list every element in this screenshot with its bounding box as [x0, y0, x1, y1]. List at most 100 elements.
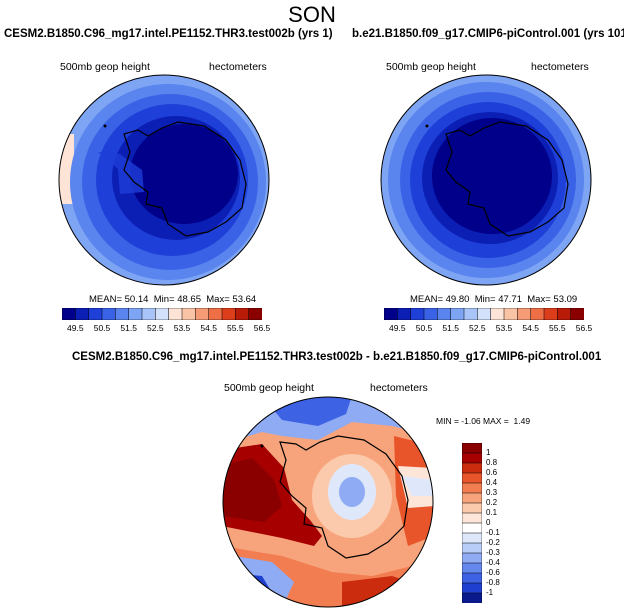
diff-panel-colorbar-swatch	[462, 443, 482, 454]
diff-panel-colorbar-swatch	[462, 592, 482, 603]
diff-panel-map-border	[222, 396, 434, 608]
diff-panel-colorbar-tick: 0.2	[486, 498, 498, 507]
diff-panel-colorbar-tick: -0.4	[486, 558, 500, 567]
diff-panel-colorbar-tick: -0.1	[486, 528, 500, 537]
panel-2-colorbar-swatch	[450, 308, 465, 320]
diff-panel-colorbar-tick: 0.1	[486, 508, 498, 517]
panel-2-colorbar-tick: 54.5	[522, 323, 539, 333]
panel-1-core	[130, 124, 238, 224]
panel-1-colorbar-swatch	[248, 308, 262, 320]
panel-2-colorbar-swatch	[463, 308, 478, 320]
diff-panel-colorbar-tick: 0.3	[486, 488, 498, 497]
panel-2-colorbar-swatch	[384, 308, 398, 320]
diff-panel-colorbar-swatch	[462, 472, 482, 484]
panel-1-colorbar	[62, 308, 262, 320]
panel-1-stats: MEAN= 50.14 Min= 48.65 Max= 53.64	[89, 294, 257, 305]
panel-1-colorbar-swatch	[141, 308, 156, 320]
diff-panel-variable-label: 500mb geop height	[224, 382, 314, 394]
panel-1-colorbar-tick: 49.5	[67, 323, 84, 333]
panel-1-colorbar-swatch	[221, 308, 236, 320]
diff-panel-colorbar-swatch	[462, 462, 482, 474]
diff-panel-colorbar-tick: -0.3	[486, 548, 500, 557]
diff-panel-map	[222, 396, 434, 608]
panel-1-colorbar-tick: 52.5	[147, 323, 164, 333]
panel-1-colorbar-swatch	[101, 308, 116, 320]
diff-panel-colorbar-swatch	[462, 512, 482, 524]
panel-2-colorbar-tick: 55.5	[549, 323, 566, 333]
diff-panel-stats: MIN = -1.06 MAX = 1.49	[436, 416, 531, 426]
panel-2-colorbar-swatch	[543, 308, 558, 320]
diff-panel-colorbar-swatch	[462, 492, 482, 504]
panel-2-colorbar-labels: 49.5 50.5 51.5 52.5 53.5 54.5 55.5 56.5	[384, 323, 592, 335]
diff-panel-colorbar-swatch	[462, 482, 482, 494]
panel-2-stats: MEAN= 49.80 Min= 47.71 Max= 53.09	[410, 294, 578, 305]
panel-2-colorbar-swatch	[397, 308, 412, 320]
panel-1-colorbar-swatch	[75, 308, 90, 320]
diff-panel-colorbar-swatch	[462, 452, 482, 464]
panel-2-colorbar	[384, 308, 584, 320]
diff-panel-colorbar-swatch	[462, 562, 482, 574]
panel-1-colorbar-swatch	[155, 308, 170, 320]
panel-1-colorbar-swatch	[181, 308, 196, 320]
panel-2-colorbar-swatch	[410, 308, 425, 320]
panel-2-colorbar-swatch	[423, 308, 438, 320]
panel-2-colorbar-tick: 49.5	[389, 323, 406, 333]
diff-panel-colorbar-tick: -0.6	[486, 568, 500, 577]
panel-2-coastline	[445, 121, 569, 237]
diff-panel-colorbar-swatch	[462, 522, 482, 534]
panel-1-colorbar-swatch	[88, 308, 103, 320]
diff-panel-colorbar-tick: -0.2	[486, 538, 500, 547]
panel-1-coastline	[123, 121, 247, 237]
panel-1-colorbar-swatch	[128, 308, 143, 320]
diff-panel-colorbar-swatch	[462, 572, 482, 584]
diff-panel-colorbar-swatch	[462, 502, 482, 514]
diff-panel-title: CESM2.B1850.C96_mg17.intel.PE1152.THR3.t…	[72, 351, 602, 363]
panel-2-colorbar-swatch	[517, 308, 532, 320]
panel-1-map	[58, 74, 270, 286]
panel-2-colorbar-swatch	[557, 308, 572, 320]
page-title: SON	[288, 2, 336, 27]
panel-2-map-border	[380, 74, 592, 286]
panel-2-colorbar-tick: 53.5	[495, 323, 513, 333]
panel-2-colorbar-tick: 51.5	[442, 323, 459, 333]
panel-1-colorbar-tick: 50.5	[93, 323, 111, 333]
diff-panel-units-label: hectometers	[370, 382, 428, 394]
diff-panel-colorbar-swatch	[462, 532, 482, 544]
panel-1-colorbar-tick: 55.5	[227, 323, 244, 333]
diff-panel-colorbar-swatch	[462, 552, 482, 564]
panel-2-variable-label: 500mb geop height	[386, 61, 476, 73]
diff-panel-colorbar	[462, 443, 482, 603]
panel-1-title: CESM2.B1850.C96_mg17.intel.PE1152.THR3.t…	[4, 28, 333, 40]
diff-panel-colorbar-labels: 1 0.8 0.6 0.4 0.3 0.2 0.1 0 -0.1 -0.2 -0.3 -0.4 -0.6…	[486, 443, 526, 603]
panel-1-colorbar-tick: 51.5	[120, 323, 137, 333]
diff-panel-colorbar-swatch	[462, 582, 482, 594]
diff-panel-colorbar-tick: -1	[486, 588, 494, 597]
panel-2-colorbar-swatch	[503, 308, 518, 320]
panel-1-map-border	[58, 74, 270, 286]
panel-1-colorbar-swatch	[235, 308, 250, 320]
panel-2-title: b.e21.B1850.f09_g17.CMIP6-piControl.001 …	[352, 28, 624, 40]
panel-1-colorbar-tick: 53.5	[173, 323, 191, 333]
panel-2-colorbar-swatch	[437, 308, 452, 320]
diff-panel-colorbar-tick: 0.4	[486, 478, 498, 487]
diff-panel-colorbar-tick: 1	[486, 448, 491, 457]
panel-1-colorbar-swatch	[62, 308, 76, 320]
diff-panel-colorbar-tick: 0	[486, 518, 491, 527]
panel-1-colorbar-tick: 54.5	[200, 323, 217, 333]
diff-panel-colorbar-tick: -0.8	[486, 578, 500, 587]
panel-2-colorbar-tick: 56.5	[575, 323, 593, 333]
diff-panel-colorbar-swatch	[462, 542, 482, 554]
panel-1-colorbar-swatch	[208, 308, 223, 320]
panel-2-colorbar-swatch	[477, 308, 492, 320]
panel-2-map	[380, 74, 592, 286]
panel-2-units-label: hectometers	[531, 61, 589, 73]
panel-1-colorbar-swatch	[195, 308, 210, 320]
diff-panel-colorbar-tick: 0.8	[486, 458, 498, 467]
panel-1-colorbar-tick: 56.5	[253, 323, 271, 333]
panel-2-colorbar-swatch	[570, 308, 584, 320]
panel-2-colorbar-swatch	[490, 308, 505, 320]
panel-1-units-label: hectometers	[209, 61, 267, 73]
panel-2-colorbar-swatch	[530, 308, 545, 320]
panel-2-colorbar-tick: 52.5	[469, 323, 486, 333]
panel-1-colorbar-swatch	[115, 308, 130, 320]
